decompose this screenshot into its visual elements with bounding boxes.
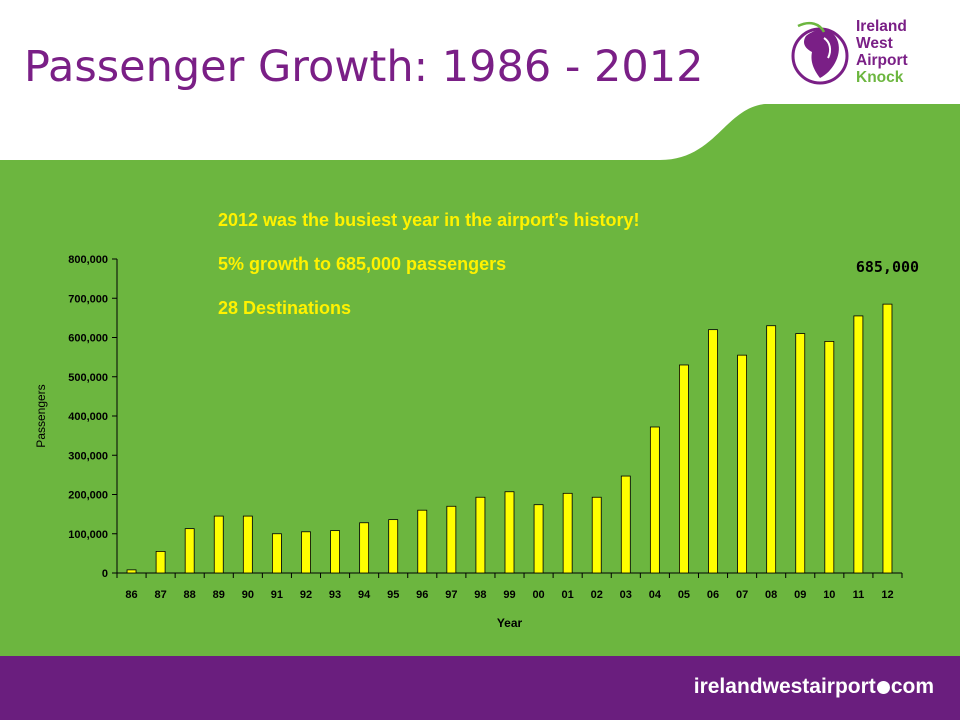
bar-91: [272, 533, 282, 574]
logo-emblem-icon: [791, 21, 849, 85]
logo-line-3: Airport: [856, 52, 908, 69]
x-tick-label: 00: [532, 589, 544, 601]
bar-03: [620, 475, 631, 574]
footer-dot-icon: [876, 681, 890, 694]
x-tick-label: 02: [591, 589, 603, 601]
bar-02: [591, 496, 602, 574]
x-tick-label: 95: [387, 589, 399, 601]
bar-12: [882, 303, 893, 574]
purple-footer-bar: [0, 656, 960, 720]
x-tick-label: 07: [736, 589, 748, 601]
bar-95: [388, 519, 399, 574]
y-tick-label: 200,000: [68, 490, 108, 502]
y-tick-label: 400,000: [68, 411, 108, 423]
bar-10: [824, 341, 835, 574]
logo-line-4: Knock: [856, 69, 904, 86]
y-tick-label: 500,000: [68, 372, 108, 384]
bar-90: [242, 515, 253, 574]
x-tick-label: 01: [562, 589, 574, 601]
bar-88: [184, 528, 195, 574]
slide-title: Passenger Growth: 1986 - 2012: [24, 42, 704, 92]
footer-website-link[interactable]: irelandwestairport com: [694, 675, 934, 699]
x-tick-label: 86: [125, 589, 137, 601]
footer-url-domain: irelandwestairport: [693, 675, 876, 698]
bar-93: [330, 530, 340, 574]
x-tick-label: 96: [416, 589, 428, 601]
bar-05: [679, 364, 689, 574]
x-tick-label: 03: [620, 589, 632, 601]
bar-08: [766, 325, 777, 574]
x-tick-label: 04: [649, 589, 662, 601]
bar-01: [562, 492, 573, 574]
x-tick-label: 91: [271, 589, 283, 601]
note-busiest-year: 2012 was the busiest year in the airport…: [218, 210, 640, 230]
airport-logo[interactable]: Ireland West Airport Knock: [790, 16, 950, 96]
x-tick-label: 06: [707, 589, 719, 601]
y-tick-label: 800,000: [68, 254, 108, 266]
y-tick-label: 600,000: [68, 333, 108, 345]
x-tick-label: 89: [213, 589, 225, 601]
bar-96: [417, 509, 428, 574]
logo-line-2: West: [856, 35, 893, 52]
x-tick-label: 98: [474, 589, 486, 601]
y-tick-label: 100,000: [68, 529, 108, 541]
y-tick-label: 700,000: [68, 293, 108, 305]
x-axis-title: Year: [497, 616, 523, 630]
bar-09: [795, 333, 806, 574]
x-tick-label: 09: [794, 589, 806, 601]
x-tick-label: 90: [242, 589, 254, 601]
x-tick-label: 88: [184, 589, 196, 601]
x-tick-label: 97: [445, 589, 457, 601]
bar-97: [446, 505, 457, 574]
green-content-area: [0, 104, 960, 656]
logo-text: Ireland West Airport Knock: [856, 18, 908, 86]
bar-94: [359, 522, 370, 574]
bar-07: [737, 354, 747, 574]
note-destinations: 28 Destinations: [218, 298, 352, 318]
bar-92: [301, 531, 311, 574]
bar-value-callout: 685,000: [856, 258, 919, 276]
note-growth: 5% growth to 685,000 passengers: [218, 254, 507, 274]
bar-98: [475, 496, 486, 574]
x-tick-label: 87: [154, 589, 166, 601]
x-tick-label: 10: [823, 589, 835, 601]
bar-86: [126, 569, 137, 574]
bar-04: [649, 426, 660, 574]
bar-00: [533, 504, 544, 574]
bar-89: [213, 515, 224, 574]
bar-06: [708, 329, 718, 574]
x-tick-label: 11: [853, 589, 865, 601]
y-axis-title: Passengers: [34, 384, 48, 447]
bar-87: [155, 551, 166, 574]
x-tick-label: 94: [358, 589, 371, 601]
y-tick-label: 0: [102, 568, 108, 580]
y-tick-label: 300,000: [68, 450, 108, 462]
bar-11: [853, 315, 864, 574]
logo-line-1: Ireland: [856, 18, 907, 35]
x-tick-label: 05: [678, 589, 690, 601]
x-tick-label: 92: [300, 589, 312, 601]
footer-url-tld: com: [890, 675, 934, 698]
x-tick-label: 93: [329, 589, 341, 601]
x-tick-label: 08: [765, 589, 777, 601]
x-tick-label: 12: [881, 589, 893, 601]
x-tick-label: 99: [503, 589, 515, 601]
bar-99: [504, 491, 515, 574]
